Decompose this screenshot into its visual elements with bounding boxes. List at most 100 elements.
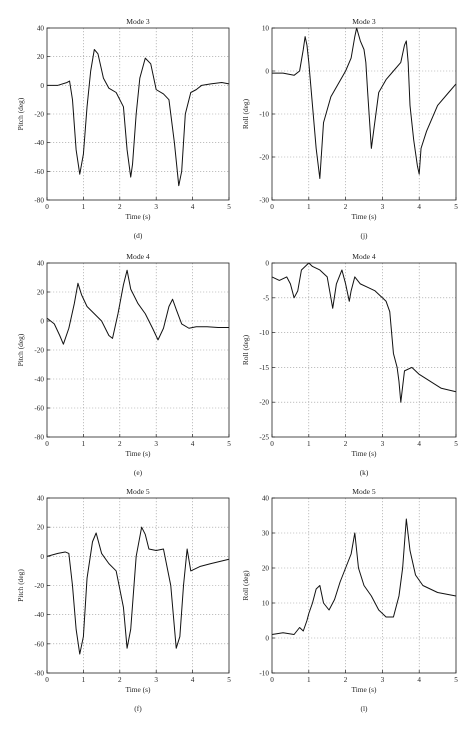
- y-tick-label: 30: [262, 530, 270, 538]
- x-tick-label: 4: [191, 203, 195, 211]
- x-tick-label: 3: [381, 676, 385, 684]
- x-tick-label: 2: [344, 203, 348, 211]
- y-tick-label: -10: [259, 329, 269, 337]
- x-tick-label: 0: [45, 203, 49, 211]
- x-tick-label: 1: [82, 203, 86, 211]
- chart-title: Mode 4: [126, 252, 150, 261]
- y-tick-label: 0: [265, 635, 269, 643]
- series-line: [271, 262, 457, 403]
- x-tick-label: 4: [417, 440, 421, 448]
- x-tick-label: 3: [154, 676, 158, 684]
- y-tick-label: -10: [259, 111, 269, 119]
- y-tick-label: -60: [34, 405, 44, 413]
- series-line: [271, 518, 457, 635]
- y-tick-label: -10: [259, 670, 269, 678]
- x-tick-label: 5: [227, 440, 231, 448]
- panel-label: (j): [361, 231, 369, 240]
- series-line: [47, 49, 230, 187]
- panel-label: (l): [361, 704, 369, 713]
- y-tick-label: 20: [37, 289, 45, 297]
- y-tick-label: -80: [34, 197, 44, 205]
- x-tick-label: 1: [307, 676, 311, 684]
- y-tick-label: -25: [259, 434, 269, 442]
- x-tick-label: 2: [118, 203, 122, 211]
- y-axis-label: Roll (deg): [241, 334, 250, 365]
- y-tick-label: -20: [34, 111, 44, 119]
- x-axis-label: Time (s): [352, 212, 378, 221]
- x-tick-label: 3: [154, 440, 158, 448]
- x-tick-label: 1: [82, 440, 86, 448]
- x-tick-label: 3: [381, 203, 385, 211]
- series-line: [46, 269, 229, 345]
- y-tick-label: -20: [259, 154, 269, 162]
- plot-frame: [271, 497, 457, 674]
- x-tick-label: 0: [45, 676, 49, 684]
- panel-label: (k): [360, 468, 369, 477]
- y-tick-label: 10: [262, 25, 270, 33]
- chart-title: Mode 3: [126, 17, 150, 26]
- panel-label: (d): [134, 231, 143, 240]
- x-tick-label: 4: [417, 676, 421, 684]
- y-tick-label: -80: [34, 670, 44, 678]
- panel-label: (e): [134, 468, 143, 477]
- x-tick-label: 0: [270, 676, 274, 684]
- x-tick-label: 1: [307, 440, 311, 448]
- x-tick-label: 5: [454, 440, 458, 448]
- y-tick-label: -40: [34, 611, 44, 619]
- y-tick-label: -60: [34, 640, 44, 648]
- plot-frame: [271, 262, 457, 438]
- x-tick-label: 2: [118, 440, 122, 448]
- y-tick-label: 40: [37, 260, 45, 268]
- chart-title: Mode 4: [352, 252, 376, 261]
- y-tick-label: 40: [37, 495, 45, 503]
- y-tick-label: -20: [259, 399, 269, 407]
- y-tick-label: 0: [40, 82, 44, 90]
- x-tick-label: 5: [454, 203, 458, 211]
- y-axis-label: Pitch (deg): [16, 569, 25, 602]
- chart-title: Mode 5: [352, 487, 376, 496]
- x-tick-label: 4: [191, 676, 195, 684]
- x-tick-label: 3: [381, 440, 385, 448]
- y-tick-label: 0: [40, 318, 44, 326]
- x-tick-label: 4: [191, 440, 195, 448]
- y-axis-label: Roll (deg): [241, 570, 250, 601]
- y-tick-label: 0: [265, 260, 269, 268]
- y-tick-label: 20: [37, 524, 45, 532]
- x-tick-label: 0: [270, 203, 274, 211]
- y-tick-label: 20: [37, 53, 45, 61]
- x-axis-label: Time (s): [126, 449, 152, 458]
- y-axis-label: Pitch (deg): [16, 97, 25, 130]
- x-tick-label: 5: [227, 676, 231, 684]
- chart-panel: 0 1 2 3 4 5 -80 -60 -40 -20 0 20 40 Mode 4 Time (s) Pit…: [16, 252, 231, 477]
- y-tick-label: 0: [40, 553, 44, 561]
- x-tick-label: 2: [344, 440, 348, 448]
- y-tick-label: 40: [37, 25, 45, 33]
- x-axis-label: Time (s): [126, 685, 152, 694]
- x-tick-label: 0: [45, 440, 49, 448]
- x-tick-label: 2: [344, 676, 348, 684]
- series-line: [272, 27, 457, 179]
- x-tick-label: 2: [118, 676, 122, 684]
- x-tick-label: 4: [417, 203, 421, 211]
- x-tick-label: 3: [154, 203, 158, 211]
- y-tick-label: 0: [265, 68, 269, 76]
- y-tick-label: 10: [262, 600, 270, 608]
- x-tick-label: 5: [227, 203, 231, 211]
- y-tick-label: -40: [34, 139, 44, 147]
- y-tick-label: -15: [259, 364, 269, 372]
- x-axis-label: Time (s): [126, 212, 152, 221]
- y-axis-label: Pitch (deg): [16, 333, 25, 366]
- y-tick-label: -20: [34, 582, 44, 590]
- chart-panel: 0 1 2 3 4 5 -80 -60 -40 -20 0 20 40 Mode 3 Time (s) Pit…: [16, 17, 231, 240]
- x-tick-label: 1: [82, 676, 86, 684]
- chart-panel: 0 1 2 3 4 5 -25 -20 -15 -10 -5 0 Mode 4 Time (s) Roll …: [241, 252, 458, 477]
- x-tick-label: 0: [270, 440, 274, 448]
- y-tick-label: -30: [259, 197, 269, 205]
- x-tick-label: 5: [454, 676, 458, 684]
- y-tick-label: 20: [262, 565, 270, 573]
- y-tick-label: -5: [263, 294, 269, 302]
- panel-label: (f): [134, 704, 142, 713]
- series-line: [46, 526, 230, 655]
